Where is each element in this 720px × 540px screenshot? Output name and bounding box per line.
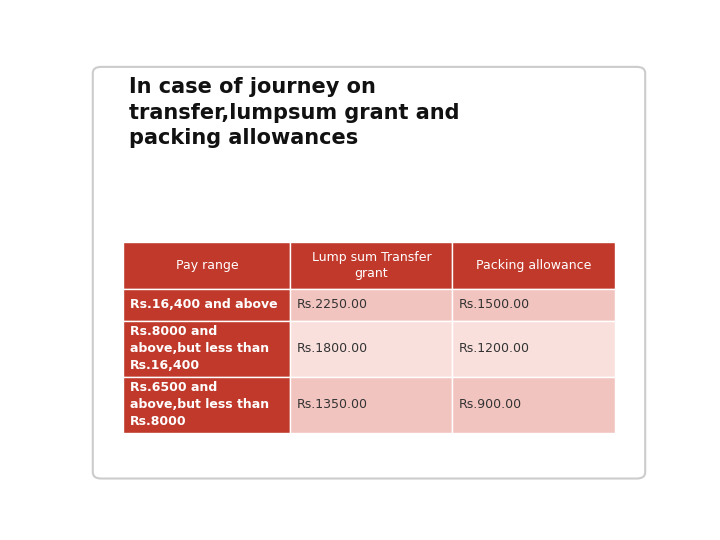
Text: Rs.1350.00: Rs.1350.00: [297, 398, 368, 411]
Text: Rs.1500.00: Rs.1500.00: [459, 299, 531, 312]
Bar: [124, 289, 290, 321]
Bar: [452, 377, 615, 433]
Text: Rs.16,400 and above: Rs.16,400 and above: [130, 299, 278, 312]
Text: Rs.1200.00: Rs.1200.00: [459, 342, 530, 355]
Bar: [452, 321, 615, 377]
Text: Rs.900.00: Rs.900.00: [459, 398, 522, 411]
Text: Packing allowance: Packing allowance: [476, 259, 591, 272]
Bar: [124, 241, 290, 289]
Bar: [124, 377, 290, 433]
Text: Rs.2250.00: Rs.2250.00: [297, 299, 368, 312]
Text: In case of journey on
transfer,lumpsum grant and
packing allowances: In case of journey on transfer,lumpsum g…: [129, 77, 459, 148]
Bar: [452, 241, 615, 289]
Text: Rs.8000 and
above,but less than
Rs.16,400: Rs.8000 and above,but less than Rs.16,40…: [130, 325, 269, 372]
FancyBboxPatch shape: [93, 67, 645, 478]
Text: Rs.1800.00: Rs.1800.00: [297, 342, 368, 355]
Bar: [452, 289, 615, 321]
Text: Lump sum Transfer
grant: Lump sum Transfer grant: [312, 251, 431, 280]
Bar: [290, 321, 452, 377]
Bar: [290, 241, 452, 289]
Bar: [124, 321, 290, 377]
Bar: [290, 289, 452, 321]
Text: Pay range: Pay range: [176, 259, 238, 272]
Text: Rs.6500 and
above,but less than
Rs.8000: Rs.6500 and above,but less than Rs.8000: [130, 381, 269, 428]
Bar: [290, 377, 452, 433]
